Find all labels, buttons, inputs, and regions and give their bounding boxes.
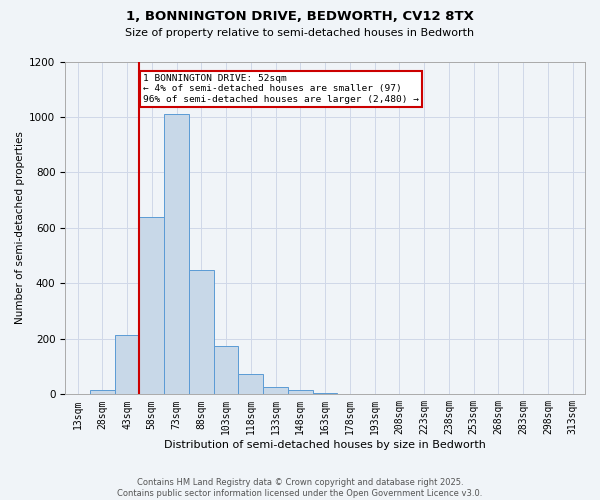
- Y-axis label: Number of semi-detached properties: Number of semi-detached properties: [15, 132, 25, 324]
- Bar: [189, 270, 214, 394]
- Bar: [164, 114, 189, 394]
- Bar: [288, 390, 313, 394]
- Bar: [238, 374, 263, 394]
- Text: 1 BONNINGTON DRIVE: 52sqm
← 4% of semi-detached houses are smaller (97)
96% of s: 1 BONNINGTON DRIVE: 52sqm ← 4% of semi-d…: [143, 74, 419, 104]
- Bar: [313, 393, 337, 394]
- Text: Size of property relative to semi-detached houses in Bedworth: Size of property relative to semi-detach…: [125, 28, 475, 38]
- Bar: [115, 334, 139, 394]
- Bar: [214, 346, 238, 395]
- Text: 1, BONNINGTON DRIVE, BEDWORTH, CV12 8TX: 1, BONNINGTON DRIVE, BEDWORTH, CV12 8TX: [126, 10, 474, 23]
- X-axis label: Distribution of semi-detached houses by size in Bedworth: Distribution of semi-detached houses by …: [164, 440, 486, 450]
- Bar: [263, 388, 288, 394]
- Text: Contains HM Land Registry data © Crown copyright and database right 2025.
Contai: Contains HM Land Registry data © Crown c…: [118, 478, 482, 498]
- Bar: [139, 217, 164, 394]
- Bar: [90, 390, 115, 394]
